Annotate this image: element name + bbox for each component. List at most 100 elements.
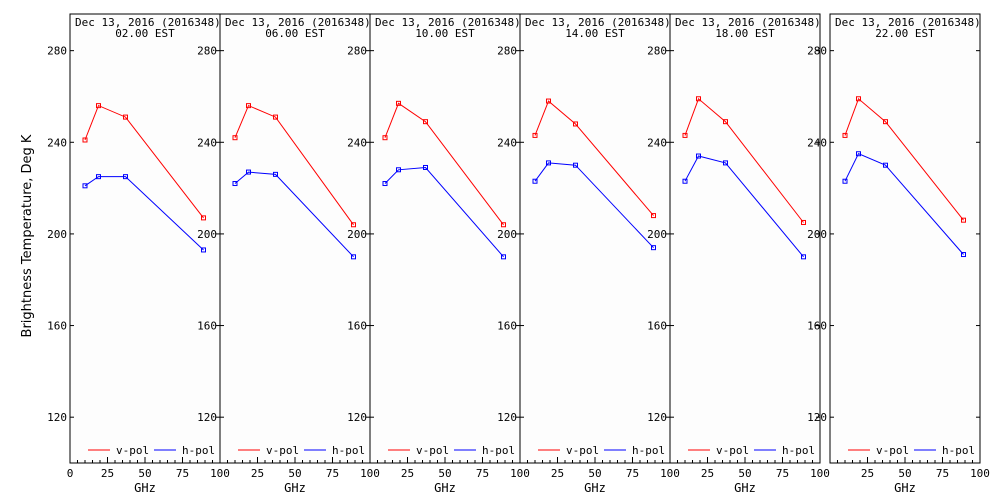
x-tick-label: 25 bbox=[551, 467, 564, 480]
x-tick-label: 50 bbox=[738, 467, 751, 480]
panel-subtitle: 14.00 EST bbox=[565, 27, 625, 40]
y-tick-label: 160 bbox=[497, 320, 517, 333]
series-line-v-pol bbox=[684, 97, 804, 223]
y-axis-label: Brightness Temperature, Deg K bbox=[20, 134, 35, 337]
data-point-v-pol bbox=[801, 219, 806, 225]
y-tick-label: 120 bbox=[197, 411, 217, 424]
panel-6: 120 160 200 240 280 25 50 75 100 GHz Dec 13, 2016 … bbox=[807, 13, 990, 495]
x-axis-label: GHz bbox=[734, 481, 756, 495]
x-tick-label: 75 bbox=[776, 467, 789, 480]
y-tick-label: 240 bbox=[47, 136, 67, 149]
y-tick-label: 200 bbox=[647, 228, 667, 241]
data-point-h-pol bbox=[682, 178, 688, 184]
y-tick-label: 200 bbox=[197, 228, 217, 241]
series-line-h-pol bbox=[684, 155, 804, 258]
data-point-v-pol bbox=[573, 121, 578, 127]
series-line-v-pol bbox=[534, 100, 654, 216]
panel-1: 120 160 200 240 280 0 25 50 75 100 GHz Dec 13, 2016… bbox=[47, 13, 230, 495]
data-point-v-pol bbox=[201, 215, 206, 221]
data-point-h-pol bbox=[273, 171, 278, 177]
x-tick-label: 50 bbox=[138, 467, 151, 480]
panel-title: Dec 13, 2016 (2016348) bbox=[75, 16, 221, 29]
y-tick-label: 200 bbox=[347, 228, 367, 241]
data-point-h-pol bbox=[201, 247, 206, 253]
panel-subtitle: 10.00 EST bbox=[415, 27, 475, 40]
data-point-h-pol bbox=[573, 162, 578, 168]
x-tick-label: 25 bbox=[701, 467, 714, 480]
legend-label: h-pol bbox=[332, 444, 365, 457]
x-tick-label: 75 bbox=[176, 467, 189, 480]
legend-label: v-pol bbox=[566, 444, 599, 457]
y-tick-label: 120 bbox=[807, 411, 827, 424]
data-point-h-pol bbox=[532, 178, 538, 184]
data-point-v-pol bbox=[532, 132, 538, 138]
data-point-v-pol bbox=[546, 98, 551, 104]
series-line-v-pol bbox=[384, 102, 504, 226]
data-point-h-pol bbox=[651, 245, 656, 251]
data-point-v-pol bbox=[842, 132, 848, 138]
x-tick-label: 75 bbox=[626, 467, 639, 480]
data-point-h-pol bbox=[856, 151, 861, 157]
x-axis-label: GHz bbox=[134, 481, 156, 495]
panel-title: Dec 13, 2016 (2016348) bbox=[225, 16, 371, 29]
legend-label: h-pol bbox=[182, 444, 215, 457]
data-point-h-pol bbox=[423, 164, 428, 170]
data-point-h-pol bbox=[883, 162, 888, 168]
y-tick-label: 280 bbox=[647, 45, 667, 58]
data-point-v-pol bbox=[382, 135, 388, 141]
legend-label: v-pol bbox=[716, 444, 749, 457]
y-tick-label: 160 bbox=[197, 320, 217, 333]
plot-frame bbox=[369, 13, 521, 464]
x-tick-label: 25 bbox=[251, 467, 264, 480]
y-tick-label: 280 bbox=[807, 45, 827, 58]
plot-frame bbox=[219, 13, 371, 464]
data-point-h-pol bbox=[232, 181, 238, 187]
y-tick-label: 160 bbox=[347, 320, 367, 333]
data-point-v-pol bbox=[423, 119, 428, 125]
data-point-v-pol bbox=[723, 119, 728, 125]
y-tick-label: 240 bbox=[807, 136, 827, 149]
data-point-h-pol bbox=[961, 252, 966, 258]
x-tick-label: 25 bbox=[401, 467, 414, 480]
panel-subtitle: 22.00 EST bbox=[875, 27, 935, 40]
y-tick-label: 160 bbox=[47, 320, 67, 333]
x-tick-label: 75 bbox=[326, 467, 339, 480]
series-line-h-pol bbox=[384, 166, 504, 258]
x-axis-label: GHz bbox=[284, 481, 306, 495]
x-tick-label: 100 bbox=[660, 467, 680, 480]
data-point-h-pol bbox=[723, 160, 728, 166]
x-tick-label: 100 bbox=[970, 467, 990, 480]
x-tick-label: 75 bbox=[936, 467, 949, 480]
data-point-v-pol bbox=[123, 114, 128, 120]
y-tick-label: 200 bbox=[807, 228, 827, 241]
y-tick-label: 120 bbox=[647, 411, 667, 424]
series-line-h-pol bbox=[234, 171, 354, 258]
x-tick-label: 0 bbox=[67, 467, 74, 480]
legend-label: v-pol bbox=[876, 444, 909, 457]
y-tick-label: 280 bbox=[347, 45, 367, 58]
data-point-v-pol bbox=[856, 96, 861, 102]
panel-3: 120 160 200 240 280 25 50 75 100 GHz Dec 13, 2016 … bbox=[347, 13, 530, 495]
x-tick-label: 25 bbox=[101, 467, 114, 480]
x-tick-label: 50 bbox=[588, 467, 601, 480]
series-line-h-pol bbox=[84, 176, 204, 251]
y-tick-label: 280 bbox=[197, 45, 217, 58]
x-tick-label: 100 bbox=[360, 467, 380, 480]
data-point-h-pol bbox=[696, 153, 701, 159]
x-tick-label: 25 bbox=[861, 467, 874, 480]
data-point-v-pol bbox=[961, 217, 966, 223]
data-point-v-pol bbox=[696, 96, 701, 102]
panel-title: Dec 13, 2016 (2016348) bbox=[835, 16, 981, 29]
legend-label: h-pol bbox=[632, 444, 665, 457]
y-tick-label: 160 bbox=[807, 320, 827, 333]
data-point-v-pol bbox=[82, 137, 88, 143]
x-tick-label: 50 bbox=[288, 467, 301, 480]
legend-label: h-pol bbox=[782, 444, 815, 457]
y-tick-label: 280 bbox=[47, 45, 67, 58]
panel-title: Dec 13, 2016 (2016348) bbox=[675, 16, 821, 29]
data-point-h-pol bbox=[246, 169, 251, 175]
data-point-v-pol bbox=[351, 222, 356, 228]
data-point-v-pol bbox=[232, 135, 238, 141]
panel-subtitle: 18.00 EST bbox=[715, 27, 775, 40]
y-tick-label: 280 bbox=[497, 45, 517, 58]
